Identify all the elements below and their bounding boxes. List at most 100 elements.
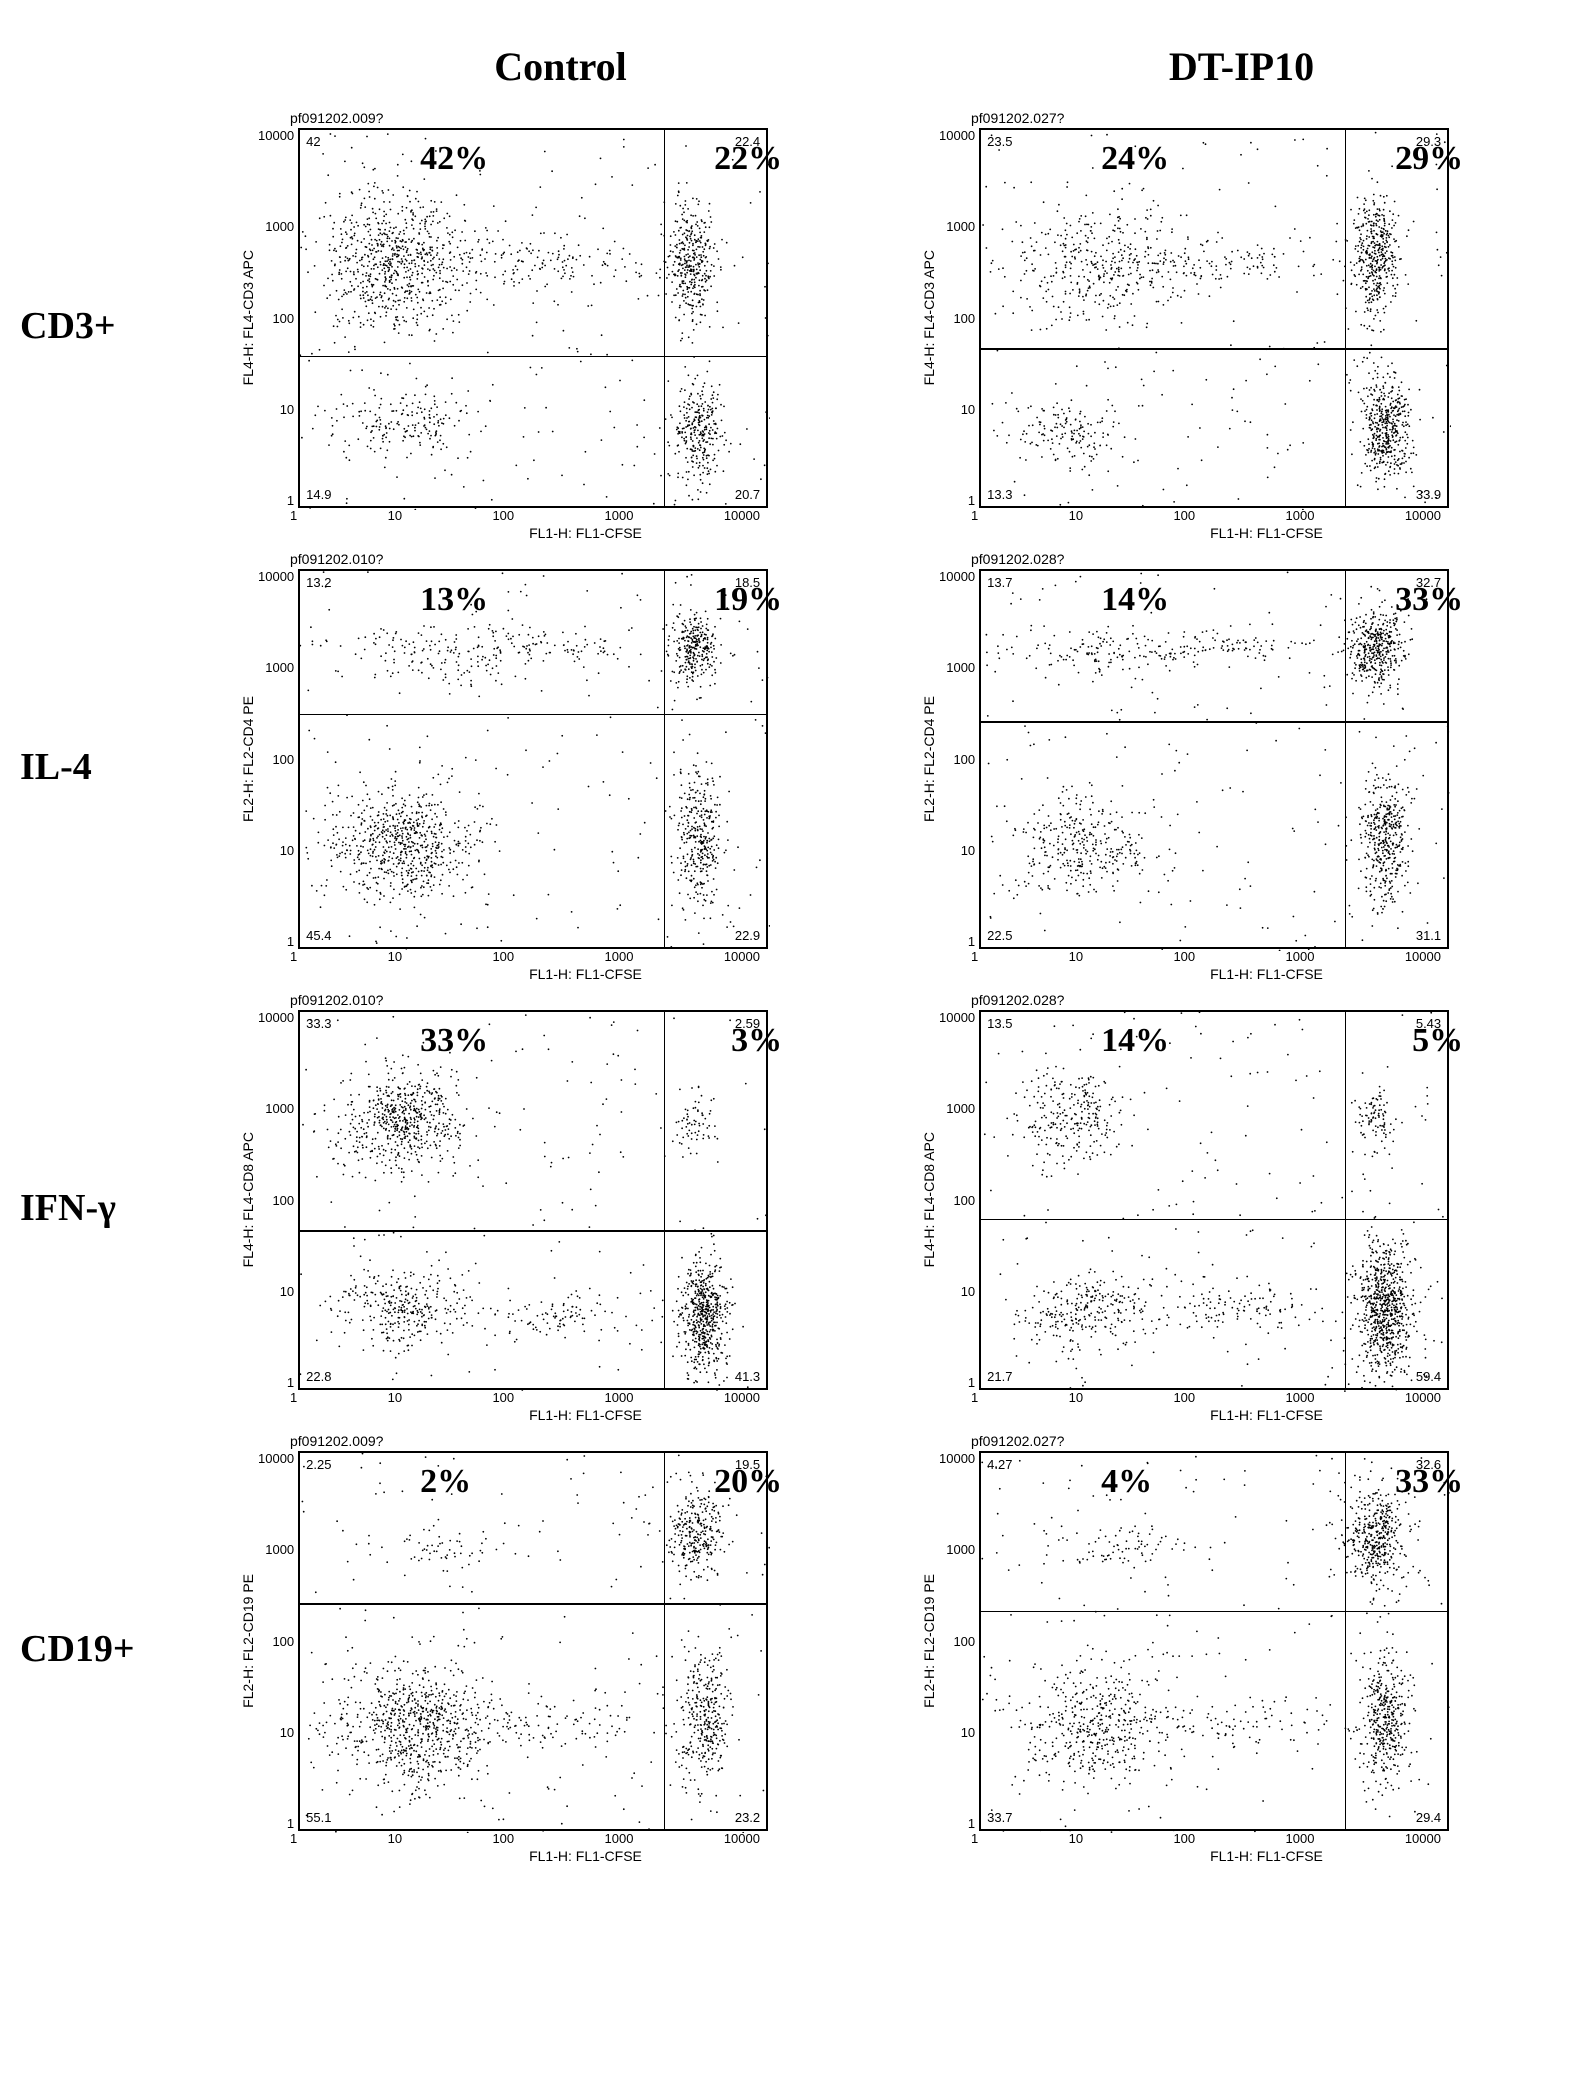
x-ticks: 110100100010000 xyxy=(971,949,1441,964)
quadrant-hline xyxy=(981,1219,1447,1221)
x-ticks: 110100100010000 xyxy=(290,1831,760,1846)
y-ticks: 100001000100101 xyxy=(258,1010,298,1390)
quadrant-hline xyxy=(300,356,766,358)
facs-plot: pf091202.027?FL4-H: FL4-CD3 APC100001000… xyxy=(921,110,1562,541)
quadrant-vline xyxy=(1345,1453,1347,1829)
plot-file-label: pf091202.009? xyxy=(240,1433,881,1449)
quadrant-pct-ll: 33.7 xyxy=(987,1810,1012,1825)
y-ticks: 100001000100101 xyxy=(939,128,979,508)
quadrant-pct-ll: 14.9 xyxy=(306,487,331,502)
quadrant-vline xyxy=(664,130,666,506)
quadrant-pct-lr: 31.1 xyxy=(1416,928,1441,943)
facs-plot: pf091202.028? FL2-H: FL2-CD4 PE1000010001… xyxy=(921,551,1562,982)
overlay-pct-ur: 29% xyxy=(1395,140,1463,178)
plot-file-label: pf091202.028? xyxy=(921,992,1562,1008)
overlay-pct-ur: 33% xyxy=(1395,581,1463,619)
quadrant-pct-ul: 23.5 xyxy=(987,134,1012,149)
plot-file-label: pf091202.028? xyxy=(921,551,1562,567)
plot-file-label: pf091202.009? xyxy=(240,110,881,126)
plot-area: 13.218.545.422.913%19% xyxy=(298,569,768,949)
quadrant-pct-lr: 23.2 xyxy=(735,1810,760,1825)
y-axis-label: FL4-H: FL4-CD8 APC xyxy=(921,1132,937,1267)
y-ticks: 100001000100101 xyxy=(939,569,979,949)
y-axis-label: FL2-H: FL2-CD19 PE xyxy=(240,1574,256,1708)
facs-plot: pf091202.028? FL4-H: FL4-CD8 APC100001000… xyxy=(921,992,1562,1423)
y-axis-label: FL4-H: FL4-CD3 APC xyxy=(240,250,256,385)
quadrant-vline xyxy=(664,571,666,947)
x-ticks: 110100100010000 xyxy=(290,949,760,964)
quadrant-pct-lr: 59.4 xyxy=(1416,1369,1441,1384)
scatter-dots xyxy=(981,1453,1451,1833)
quadrant-vline xyxy=(1345,130,1347,506)
facs-grid: ControlDT-IP10CD3+pf091202.009?FL4-H: FL… xyxy=(20,20,1562,1864)
plot-area: 23.529.313.333.924%29% xyxy=(979,128,1449,508)
quadrant-pct-ul: 2.25 xyxy=(306,1457,331,1472)
x-axis-label: FL1-H: FL1-CFSE xyxy=(290,1848,881,1864)
quadrant-hline xyxy=(300,714,766,716)
quadrant-hline xyxy=(981,1611,1447,1613)
row-header: CD19+ xyxy=(20,1627,200,1671)
quadrant-hline xyxy=(981,348,1447,350)
plot-area: 4.2732.633.729.44%33% xyxy=(979,1451,1449,1831)
quadrant-pct-ll: 21.7 xyxy=(987,1369,1012,1384)
quadrant-hline xyxy=(981,721,1447,723)
y-axis-label: FL2-H: FL2-CD4 PE xyxy=(921,696,937,822)
scatter-dots xyxy=(300,1012,770,1392)
y-ticks: 100001000100101 xyxy=(258,1451,298,1831)
quadrant-pct-ul: 13.5 xyxy=(987,1016,1012,1031)
quadrant-pct-ul: 13.2 xyxy=(306,575,331,590)
quadrant-hline xyxy=(300,1230,766,1232)
quadrant-pct-ul: 4.27 xyxy=(987,1457,1012,1472)
overlay-pct-ul: 24% xyxy=(1101,140,1169,178)
x-axis-label: FL1-H: FL1-CFSE xyxy=(971,1407,1562,1423)
x-ticks: 110100100010000 xyxy=(971,1390,1441,1405)
quadrant-pct-lr: 33.9 xyxy=(1416,487,1441,502)
quadrant-vline xyxy=(664,1012,666,1388)
x-axis-label: FL1-H: FL1-CFSE xyxy=(290,966,881,982)
y-axis-label: FL2-H: FL2-CD19 PE xyxy=(921,1574,937,1708)
overlay-pct-ur: 22% xyxy=(714,140,782,178)
quadrant-pct-lr: 29.4 xyxy=(1416,1810,1441,1825)
row-header: IFN-γ xyxy=(20,1186,200,1230)
overlay-pct-ul: 14% xyxy=(1101,581,1169,619)
overlay-pct-ul: 4% xyxy=(1101,1463,1152,1501)
y-ticks: 100001000100101 xyxy=(258,569,298,949)
row-header: IL-4 xyxy=(20,745,200,789)
plot-area: 13.55.4321.759.414%5% xyxy=(979,1010,1449,1390)
scatter-dots xyxy=(300,1453,770,1833)
column-header: DT-IP10 xyxy=(921,43,1562,100)
quadrant-vline xyxy=(1345,571,1347,947)
quadrant-pct-ll: 13.3 xyxy=(987,487,1012,502)
row-header: CD3+ xyxy=(20,304,200,348)
x-ticks: 110100100010000 xyxy=(971,1831,1441,1846)
y-ticks: 100001000100101 xyxy=(939,1451,979,1831)
quadrant-pct-ul: 42 xyxy=(306,134,320,149)
quadrant-pct-ll: 22.8 xyxy=(306,1369,331,1384)
overlay-pct-ur: 19% xyxy=(714,581,782,619)
plot-file-label: pf091202.027? xyxy=(921,110,1562,126)
x-ticks: 110100100010000 xyxy=(290,508,760,523)
facs-plot: pf091202.009? FL4-H: FL4-CD3 APC100001000… xyxy=(240,110,881,541)
overlay-pct-ur: 33% xyxy=(1395,1463,1463,1501)
overlay-pct-ul: 14% xyxy=(1101,1022,1169,1060)
scatter-dots xyxy=(300,571,770,951)
overlay-pct-ul: 33% xyxy=(420,1022,488,1060)
quadrant-pct-ll: 22.5 xyxy=(987,928,1012,943)
quadrant-pct-ul: 33.3 xyxy=(306,1016,331,1031)
plot-area: 13.732.722.531.114%33% xyxy=(979,569,1449,949)
x-axis-label: FL1-H: FL1-CFSE xyxy=(290,1407,881,1423)
quadrant-pct-ul: 13.7 xyxy=(987,575,1012,590)
y-ticks: 100001000100101 xyxy=(258,128,298,508)
quadrant-pct-lr: 41.3 xyxy=(735,1369,760,1384)
scatter-dots xyxy=(981,571,1451,951)
plot-file-label: pf091202.010? xyxy=(240,551,881,567)
scatter-dots xyxy=(981,1012,1451,1392)
x-axis-label: FL1-H: FL1-CFSE xyxy=(290,525,881,541)
x-ticks: 110100100010000 xyxy=(290,1390,760,1405)
x-axis-label: FL1-H: FL1-CFSE xyxy=(971,525,1562,541)
overlay-pct-ur: 5% xyxy=(1412,1022,1463,1060)
x-axis-label: FL1-H: FL1-CFSE xyxy=(971,966,1562,982)
y-ticks: 100001000100101 xyxy=(939,1010,979,1390)
scatter-dots xyxy=(300,130,770,510)
facs-plot: pf091202.027?FL2-H: FL2-CD19 PE100001000… xyxy=(921,1433,1562,1864)
